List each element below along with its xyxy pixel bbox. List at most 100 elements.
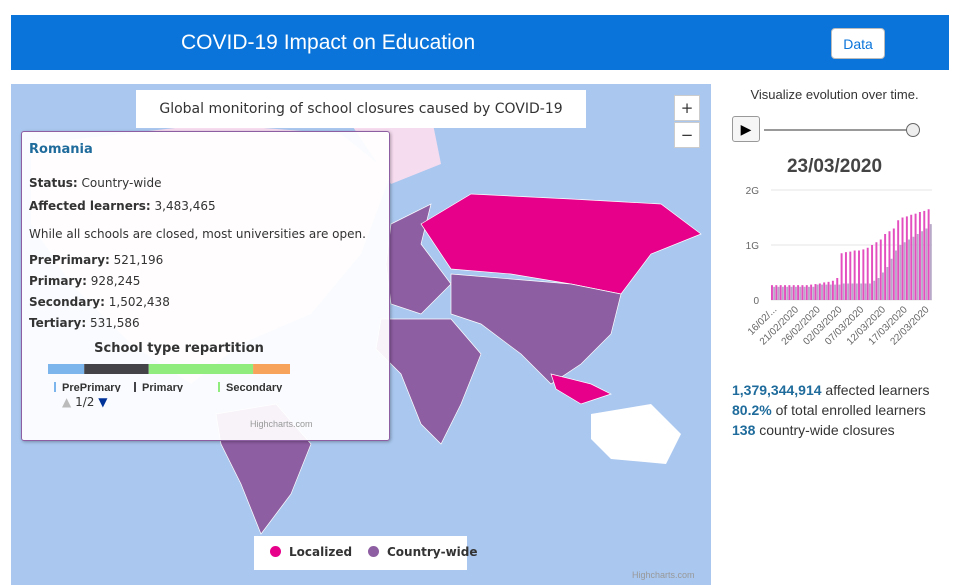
legend-label: Secondary [226,382,283,392]
bar [825,284,828,300]
bar [855,283,858,300]
bar [884,234,887,300]
bar [923,210,926,300]
bar [871,245,874,300]
bar [918,212,921,300]
bar [799,286,802,300]
bar [908,239,911,300]
bar [851,283,854,300]
bar [844,252,847,300]
bar [838,284,841,300]
note: While all schools are closed, most unive… [29,227,366,241]
bar [881,272,884,300]
bar [836,278,839,300]
bar [912,236,915,300]
affected-label: Affected learners: [29,199,151,213]
bar [888,231,891,300]
repartition-segment [84,364,149,374]
legend-label: Primary [142,382,184,392]
bar [842,283,845,300]
legend-marker [368,546,379,557]
bar [818,283,821,300]
slider-track [764,129,912,131]
pager-down[interactable]: ▼ [98,395,108,409]
status-value: Country-wide [81,176,162,190]
bar [916,234,919,300]
bar [797,285,800,300]
bar [897,220,900,300]
bar [927,209,930,300]
row-label: Tertiary: [29,316,87,330]
y-tick-label: 0 [753,296,759,307]
bar [788,285,791,300]
row-value: 1,502,438 [108,295,170,309]
stat-text: country-wide closures [759,422,895,438]
zoom-in-button[interactable]: + [674,95,700,121]
timeline-chart: 01G2G16/02/...21/02/202026/02/202002/03/… [746,186,932,348]
bar [879,239,882,300]
legend-label: Country-wide [387,545,478,559]
affected-value: 3,483,465 [154,199,216,213]
pager-up[interactable]: ▲ [62,395,72,409]
school-row: Secondary: 1,502,438 [29,295,170,309]
bar [914,213,917,300]
bar [873,280,876,300]
legend-swatch [218,382,220,392]
y-tick-label: 2G [746,186,760,197]
stat-number: 1,379,344,914 [732,382,822,398]
stat: 138 country-wide closures [732,422,895,438]
bar [777,286,780,300]
school-row: PrePrimary: 521,196 [29,253,163,267]
bar [807,286,810,300]
bar [829,284,832,300]
stat-number: 80.2% [732,402,772,418]
bar [790,286,793,300]
map-credit: Highcharts.com [632,570,695,580]
stat: 1,379,344,914 affected learners [732,382,929,398]
play-button[interactable]: ▶ [732,116,760,142]
header: COVID-19 Impact on Education Data [11,15,949,70]
legend-item: Country-wide [368,545,478,559]
bar [792,285,795,300]
bar [840,253,843,300]
bar [810,284,813,300]
date: 23/03/2020 [786,156,883,177]
bar [805,285,808,300]
bar [862,249,865,300]
bar [877,278,880,300]
asia [450,273,622,385]
bar [823,282,826,300]
stat: 80.2% of total enrolled learners [732,402,926,418]
repartition-title: School type repartition [94,341,264,356]
stat-number: 138 [732,422,756,438]
bar [886,267,889,300]
bar [905,216,908,300]
bar [812,286,815,300]
bar [895,250,897,300]
bar [801,285,804,300]
repartition-segment [48,364,85,374]
slider-handle[interactable] [906,123,920,137]
legend-label: Localized [289,545,353,559]
legend-label: PrePrimary [62,382,122,392]
school-row: Primary: 928,245 [29,274,140,288]
row-value: 928,245 [90,274,141,288]
africa [375,318,482,445]
bar [847,283,850,300]
bar [890,258,893,300]
row-label: Primary: [29,274,87,288]
bar [875,242,878,300]
bar [821,284,823,300]
pager: ▲ 1/2 ▼ [62,395,107,409]
bar [786,286,789,300]
repartition-chart: PrePrimaryPrimarySecondaryTertiary [48,364,290,392]
bar [864,283,867,300]
zoom-out-button[interactable]: − [674,122,700,148]
row-value: 521,196 [113,253,164,267]
bar [784,285,787,300]
data-button[interactable]: Data [831,28,885,59]
bar [929,224,932,300]
stat-text: affected learners [825,382,930,398]
australia [591,404,681,464]
